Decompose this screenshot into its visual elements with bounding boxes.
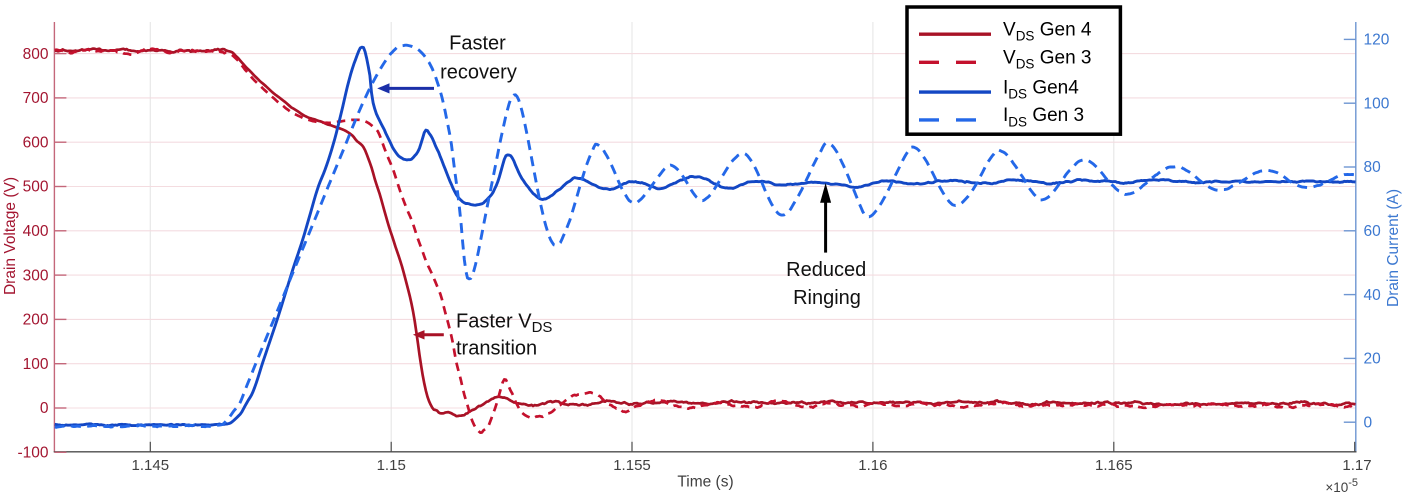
svg-text:1.17: 1.17 xyxy=(1342,457,1371,474)
svg-text:0: 0 xyxy=(1364,414,1373,431)
svg-text:1.16: 1.16 xyxy=(858,457,887,474)
svg-text:200: 200 xyxy=(23,312,49,329)
svg-text:60: 60 xyxy=(1364,223,1382,240)
svg-text:500: 500 xyxy=(23,179,49,196)
svg-text:Faster: Faster xyxy=(449,33,506,55)
svg-text:400: 400 xyxy=(23,223,49,240)
svg-text:20: 20 xyxy=(1364,351,1382,368)
svg-text:100: 100 xyxy=(23,356,49,373)
svg-text:1.155: 1.155 xyxy=(613,457,651,474)
svg-text:1.145: 1.145 xyxy=(132,457,170,474)
svg-text:recovery: recovery xyxy=(440,62,517,84)
svg-text:Time (s): Time (s) xyxy=(677,474,733,491)
svg-text:100: 100 xyxy=(1364,95,1390,112)
svg-text:-100: -100 xyxy=(17,445,48,462)
svg-text:700: 700 xyxy=(23,90,49,107)
svg-text:Drain Current (A): Drain Current (A) xyxy=(1385,189,1402,307)
svg-text:Drain Voltage (V): Drain Voltage (V) xyxy=(2,177,19,295)
svg-text:120: 120 xyxy=(1364,32,1390,49)
svg-text:Ringing: Ringing xyxy=(793,287,861,309)
svg-text:0: 0 xyxy=(40,400,49,417)
svg-text:40: 40 xyxy=(1364,287,1382,304)
svg-text:600: 600 xyxy=(23,134,49,151)
svg-text:1.165: 1.165 xyxy=(1095,457,1133,474)
svg-text:1.15: 1.15 xyxy=(377,457,406,474)
svg-text:transition: transition xyxy=(456,338,537,360)
svg-text:80: 80 xyxy=(1364,159,1382,176)
svg-text:800: 800 xyxy=(23,46,49,63)
svg-text:Reduced: Reduced xyxy=(786,259,866,281)
svg-text:300: 300 xyxy=(23,267,49,284)
